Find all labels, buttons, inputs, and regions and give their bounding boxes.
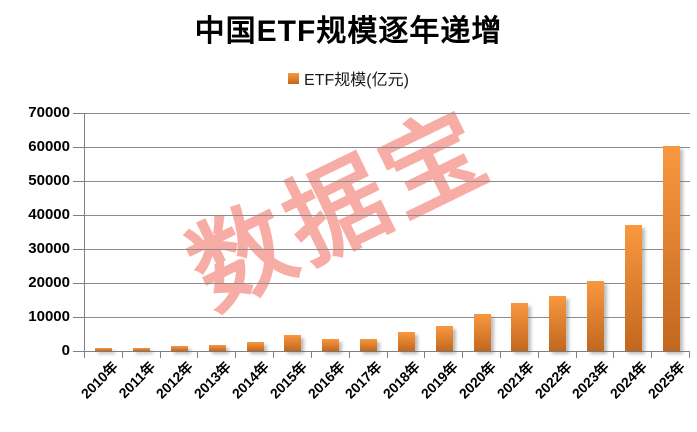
x-axis-label: 2024年 (606, 358, 651, 402)
bar (586, 280, 604, 351)
y-axis-tick (73, 283, 84, 284)
gridline (85, 283, 690, 284)
x-axis-tick (197, 352, 199, 358)
bar (662, 145, 680, 351)
gridline (85, 147, 690, 148)
x-axis-tick (537, 352, 539, 358)
x-axis-tick (651, 352, 653, 358)
x-axis-tick (689, 352, 690, 358)
y-axis-tick (73, 113, 84, 114)
gridline (85, 181, 690, 182)
legend-swatch-icon (288, 72, 300, 84)
bar (284, 335, 302, 351)
bar (322, 339, 340, 351)
x-axis-tick (121, 352, 123, 358)
x-axis-tick (310, 352, 312, 358)
x-axis-label: 2022年 (531, 358, 575, 402)
y-axis-tick (73, 181, 84, 182)
gridline (85, 249, 690, 250)
x-axis-label: 2013年 (190, 358, 235, 402)
x-axis-label: 2015年 (266, 358, 310, 402)
bar (511, 303, 529, 351)
x-axis-label: 2016年 (304, 358, 348, 402)
gridline (85, 215, 690, 216)
x-axis-tick (84, 352, 85, 358)
legend: ETF规模(亿元) (0, 66, 697, 90)
x-axis-tick (273, 352, 275, 358)
x-axis-label: 2017年 (342, 358, 386, 402)
x-axis-label: 2012年 (153, 358, 197, 402)
x-axis-label: 2018年 (379, 358, 424, 402)
gridline (85, 113, 690, 114)
x-axis-tick (575, 352, 577, 358)
y-axis-label: 50000 (28, 172, 70, 189)
x-axis-tick (235, 352, 237, 358)
x-axis-label: 2025年 (644, 358, 688, 402)
y-axis-label: 70000 (28, 104, 70, 121)
y-axis-tick (73, 317, 84, 318)
y-axis-label: 40000 (28, 206, 70, 223)
legend-label: ETF规模(亿元) (304, 72, 409, 89)
bar (397, 331, 415, 351)
x-axis-tick (499, 352, 501, 358)
y-axis-label: 30000 (28, 240, 70, 257)
plot-area (84, 113, 690, 352)
y-axis-label: 60000 (28, 138, 70, 155)
y-axis-label: 10000 (28, 308, 70, 325)
bar (208, 344, 226, 351)
x-axis-tick (462, 352, 464, 358)
y-axis-tick (73, 215, 84, 216)
x-axis-label: 2011年 (115, 358, 159, 402)
bar (435, 325, 453, 351)
x-axis-label: 2014年 (228, 358, 272, 402)
x-axis-tick (159, 352, 161, 358)
bar (246, 342, 264, 351)
bar (624, 224, 642, 351)
gridline (85, 317, 690, 318)
y-axis-tick (73, 351, 84, 352)
x-axis-tick (613, 352, 615, 358)
chart-title: 中国ETF规模逐年递增 (194, 15, 503, 48)
x-axis-tick (424, 352, 426, 358)
x-axis-label: 2010年 (77, 358, 121, 402)
y-axis-label: 0 (61, 342, 70, 359)
bar (133, 348, 151, 351)
x-axis-label: 2021年 (493, 358, 537, 402)
x-axis-label: 2020年 (455, 358, 499, 402)
y-axis-tick (73, 147, 84, 148)
bar (360, 338, 378, 351)
y-axis-label: 20000 (28, 274, 70, 291)
x-axis-label: 2023年 (568, 358, 613, 402)
y-axis-tick (73, 249, 84, 250)
bar (549, 295, 567, 351)
bar (473, 313, 491, 351)
bar (95, 347, 113, 351)
bar (171, 345, 189, 351)
x-axis-label: 2019年 (417, 358, 461, 402)
x-axis-tick (386, 352, 388, 358)
x-axis-tick (348, 352, 350, 358)
